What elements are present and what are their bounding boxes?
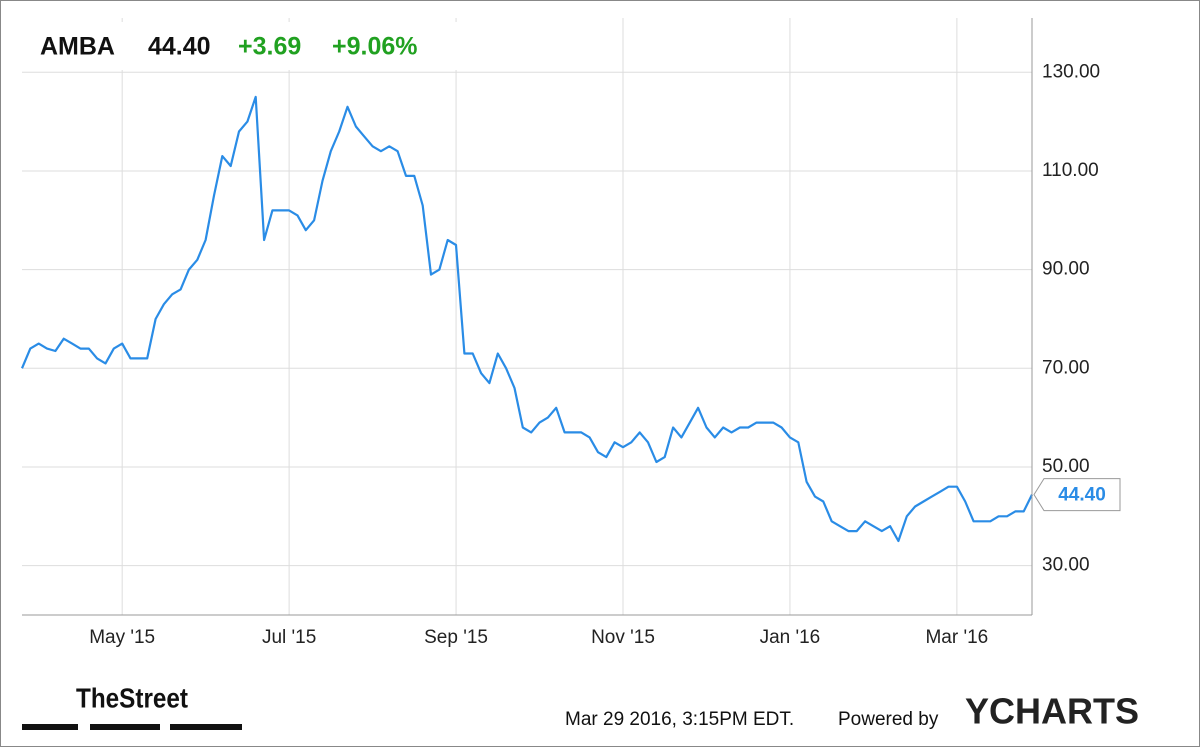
change: +3.69 [238, 33, 301, 61]
x-tick-label: May '15 [89, 627, 155, 648]
powered-by: Powered by [838, 709, 939, 730]
y-tick-label: 90.00 [1042, 259, 1090, 280]
price: 44.40 [148, 33, 211, 61]
header-box [22, 22, 457, 70]
brand-bar [22, 724, 78, 730]
x-tick-label: Mar '16 [925, 627, 988, 648]
y-tick-label: 30.00 [1042, 555, 1090, 576]
ticker: AMBA [40, 33, 115, 61]
logo: YCHARTS [965, 691, 1139, 732]
timestamp: Mar 29 2016, 3:15PM EDT. [565, 709, 794, 730]
x-tick-label: Sep '15 [424, 627, 488, 648]
change-percent: +9.06% [332, 33, 418, 61]
y-tick-label: 110.00 [1042, 160, 1099, 181]
last-price-callout [1033, 478, 1121, 512]
x-tick-label: Jul '15 [262, 627, 316, 648]
last-price-label: 44.40 [1058, 485, 1106, 506]
brand: TheStreet [76, 682, 188, 713]
brand-bar [90, 724, 160, 730]
price-line [20, 95, 1033, 543]
y-tick-label: 70.00 [1042, 357, 1090, 378]
plot [20, 95, 1033, 543]
grid [22, 18, 1032, 615]
brand-bar [170, 724, 242, 730]
y-tick-label: 130.00 [1042, 61, 1100, 82]
x-tick-label: Jan '16 [760, 627, 821, 648]
y-tick-label: 50.00 [1042, 456, 1090, 477]
x-tick-label: Nov '15 [591, 627, 655, 648]
